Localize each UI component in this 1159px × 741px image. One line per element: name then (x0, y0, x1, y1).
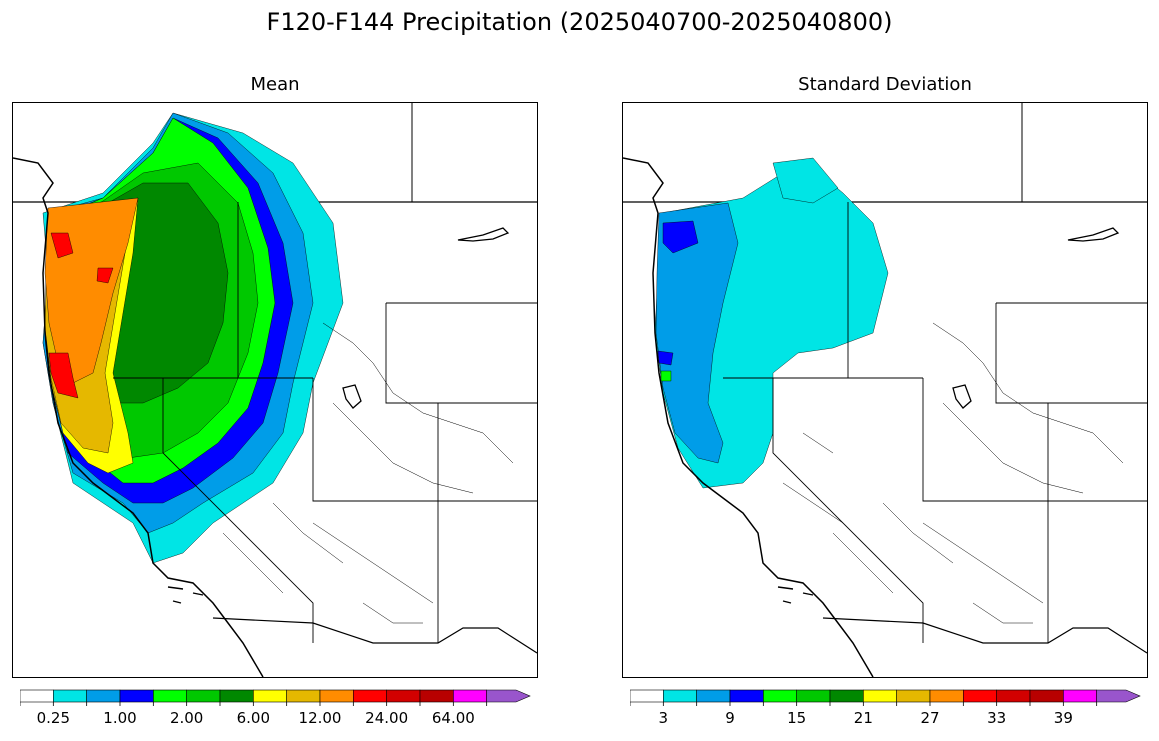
lake-superior-fragment (1067, 227, 1120, 242)
colorbar-tick-label: 27 (920, 709, 940, 727)
colorbar-segment (219, 689, 254, 703)
colorbar-tick-label: 2.00 (169, 709, 204, 727)
colorbar-segment (696, 689, 731, 703)
colorbar-segment (419, 689, 454, 703)
country-border (212, 617, 537, 654)
colorbar-segment (929, 689, 964, 703)
std-region-cyan (772, 157, 839, 204)
channel-islands (777, 586, 814, 604)
colorbar-segment (486, 689, 531, 703)
colorbar-segment (153, 689, 187, 703)
great-salt-lake (342, 384, 362, 409)
colorbar-tick-label: 12.00 (298, 709, 342, 727)
std-map (622, 102, 1148, 678)
colorbar-tick-label: 21 (853, 709, 873, 727)
colorbar-segment (796, 689, 831, 703)
colorbar-segment (319, 689, 354, 703)
colorbar-tick-label: 3 (658, 709, 669, 727)
colorbar-segment (353, 689, 387, 703)
colorbar-segment (119, 689, 154, 703)
state-boundary (113, 202, 537, 643)
mean-panel-title: Mean (250, 74, 300, 95)
std-region-green (660, 370, 672, 382)
colorbar-segment (286, 689, 321, 703)
precip-region-red (48, 232, 114, 399)
colorbar-segment (253, 689, 287, 703)
colorbar-segment (86, 689, 121, 703)
mean-colorbar: 0.25 1.00 2.00 6.00 12.00 24.00 64.00 (19, 689, 535, 727)
colorbar-segment (186, 689, 221, 703)
colorbar-segment (386, 689, 421, 703)
std-panel-title: Standard Deviation (798, 74, 972, 95)
country-border (822, 617, 1147, 654)
colorbar-segment (996, 689, 1031, 703)
colorbar-segment (729, 689, 764, 703)
state-boundary (723, 202, 1147, 643)
std-region-blue (657, 220, 699, 366)
colorbar-tick-label: 6.00 (236, 709, 271, 727)
colorbar-segment (863, 689, 897, 703)
colorbar-segment (829, 689, 864, 703)
coastline (13, 157, 264, 677)
colorbar-tick-label: 33 (987, 709, 1007, 727)
colorbar-segment (19, 689, 54, 703)
colorbar-segment (763, 689, 797, 703)
lake-superior-fragment (457, 227, 510, 242)
colorbar-tick-label: 39 (1053, 709, 1073, 727)
colorbar-tick-label: 15 (787, 709, 807, 727)
channel-islands (167, 586, 204, 604)
std-region-lightblue (655, 202, 739, 464)
coastline (623, 157, 874, 677)
colorbar-tick-label: 1.00 (103, 709, 137, 727)
colorbar-tick-label: 9 (725, 709, 735, 727)
colorbar-segment (1063, 689, 1097, 703)
colorbar-tick-label: 24.00 (365, 709, 409, 727)
colorbar-tick-label: 64.00 (431, 709, 475, 727)
colorbar-segment (963, 689, 997, 703)
colorbar-segment (663, 689, 697, 703)
watershed-lines (782, 322, 1124, 624)
colorbar-segment (1096, 689, 1141, 703)
state-boundary (772, 378, 924, 643)
colorbar-tick-label: 0.25 (36, 709, 71, 727)
colorbar-segment (53, 689, 87, 703)
watershed-lines (222, 322, 514, 624)
colorbar-segment (453, 689, 487, 703)
mean-map (12, 102, 538, 678)
colorbar-segment (629, 689, 664, 703)
figure-title: F120-F144 Precipitation (2025040700-2025… (266, 8, 893, 36)
great-salt-lake (952, 384, 972, 409)
colorbar-segment (1029, 689, 1064, 703)
colorbar-segment (896, 689, 931, 703)
std-colorbar: 3 9 15 21 27 33 39 (629, 689, 1145, 727)
